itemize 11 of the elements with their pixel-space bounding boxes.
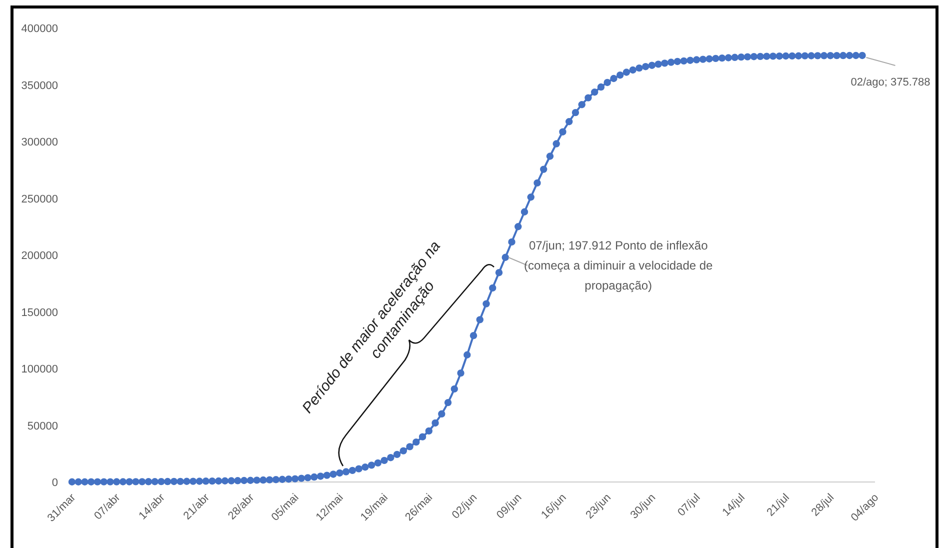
y-tick-label: 200000 <box>21 250 58 262</box>
y-tick-label: 300000 <box>21 136 58 148</box>
annotation: 02/ago; 375.788 <box>850 76 930 88</box>
y-tick-label: 400000 <box>21 23 58 35</box>
y-tick-label: 100000 <box>21 364 58 376</box>
annotation: 07/jun; 197.912 Ponto de inflexão (começa a diminuir a velocidade de propagação) <box>524 238 714 292</box>
y-tick-label: 50000 <box>27 420 58 432</box>
y-tick-label: 350000 <box>21 80 58 92</box>
y-tick-label: 250000 <box>21 193 58 206</box>
y-tick-label: 150000 <box>21 306 58 319</box>
y-tick-label: 0 <box>52 477 58 489</box>
